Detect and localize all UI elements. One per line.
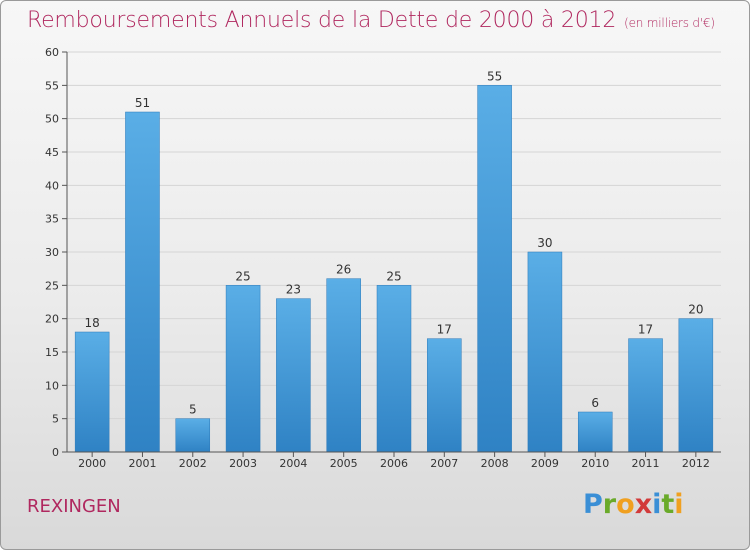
logo-letter: i (674, 489, 684, 520)
y-tick-label: 50 (45, 113, 59, 126)
bar-value-label: 6 (591, 396, 599, 410)
x-tick-label: 2012 (682, 457, 710, 470)
bar-2007 (427, 338, 462, 453)
logo-letter: P (583, 489, 603, 520)
bar-2004 (276, 298, 311, 453)
y-tick-label: 20 (45, 313, 59, 326)
logo-letter: i (652, 489, 662, 520)
x-tick-label: 2009 (531, 457, 559, 470)
commune-name: REXINGEN (27, 496, 121, 517)
bar-value-label: 51 (135, 96, 150, 110)
bar-value-label: 17 (638, 323, 653, 337)
y-tick-label: 15 (45, 346, 59, 359)
bar-2009 (527, 251, 563, 453)
bar-2001 (125, 111, 160, 453)
y-tick-label: 10 (45, 379, 59, 392)
bar-value-label: 23 (286, 283, 301, 297)
chart-title: Remboursements Annuels de la Dette de 20… (27, 8, 715, 33)
logo-letter: o (616, 489, 635, 520)
x-tick-label: 2001 (128, 457, 156, 470)
x-tick-label: 2005 (330, 457, 358, 470)
logo-letter: t (661, 489, 675, 520)
bar-2010 (577, 411, 613, 453)
y-tick-label: 35 (45, 213, 59, 226)
y-tick-label: 30 (45, 246, 59, 259)
logo-letter: x (634, 489, 653, 520)
bar-2005 (326, 278, 361, 453)
x-tick-label: 2004 (279, 457, 307, 470)
x-tick-label: 2011 (632, 457, 660, 470)
chart-title-text: Remboursements Annuels de la Dette de 20… (27, 8, 617, 33)
bar-value-label: 20 (688, 303, 703, 317)
bar-value-label: 55 (487, 69, 502, 83)
bar-value-label: 25 (235, 269, 250, 283)
bar-value-label: 25 (386, 269, 401, 283)
logo-letter: r (602, 489, 617, 520)
bar-value-label: 18 (85, 316, 100, 330)
bar-2011 (628, 338, 663, 453)
chart-unit: (en milliers d'€) (624, 16, 715, 30)
bar-2000 (74, 331, 110, 453)
y-tick-label: 25 (45, 279, 59, 292)
y-tick-label: 45 (45, 146, 59, 159)
bar-2002 (175, 418, 211, 453)
bar-2006 (376, 285, 412, 453)
axes: 0 5 10 15 20 25 30 35 40 45 50 55 60 2000 2001 2002 2003… (45, 46, 721, 470)
x-tick-label: 2008 (481, 457, 509, 470)
bar-value-label: 26 (336, 263, 351, 277)
bar-value-label: 30 (537, 236, 552, 250)
bar-2012 (678, 318, 714, 453)
x-tick-label: 2002 (179, 457, 207, 470)
x-tick-label: 2006 (380, 457, 408, 470)
x-tick-label: 2010 (581, 457, 609, 470)
bar-2008 (477, 85, 512, 453)
x-tick-label: 2007 (430, 457, 458, 470)
bar-2003 (225, 285, 261, 453)
y-tick-label: 60 (45, 46, 59, 59)
bar-value-label: 17 (437, 323, 452, 337)
x-tick-label: 2003 (229, 457, 257, 470)
proxiti-logo[interactable]: Proxiti (583, 489, 684, 520)
y-tick-label: 0 (52, 446, 59, 459)
x-tick-label: 2000 (78, 457, 106, 470)
y-tick-label: 40 (45, 179, 59, 192)
y-tick-label: 55 (45, 79, 59, 92)
bars: 18 51 5 25 23 26 25 17 55 30 6 17 20 (74, 69, 714, 453)
y-tick-label: 5 (52, 413, 59, 426)
bar-value-label: 5 (189, 403, 197, 417)
